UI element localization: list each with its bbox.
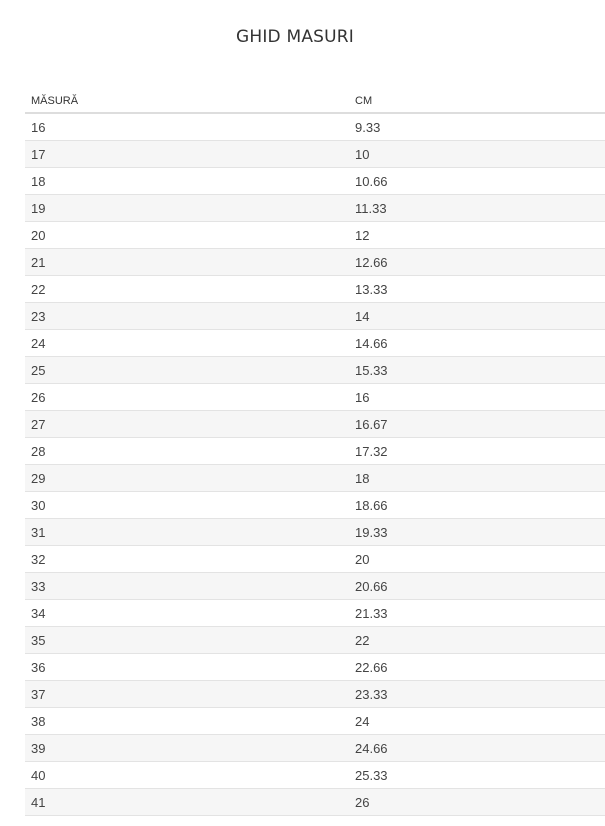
size-cell: 22 (25, 275, 349, 303)
table-row: 16 9.33 (25, 113, 605, 141)
table-row: 24 14.66 (25, 329, 605, 357)
size-cell: 24 (25, 329, 349, 357)
size-cell: 31 (25, 518, 349, 546)
cm-cell: 16.67 (349, 410, 605, 438)
table-row: 37 23.33 (25, 680, 605, 708)
cm-cell: 10.66 (349, 167, 605, 195)
table-row: 40 25.33 (25, 761, 605, 789)
cm-cell: 15.33 (349, 356, 605, 384)
table-row: 23 14 (25, 302, 605, 330)
size-cell: 41 (25, 788, 349, 816)
size-cell: 17 (25, 140, 349, 168)
size-cell: 28 (25, 437, 349, 465)
cm-cell: 26 (349, 788, 605, 816)
table-row: 17 10 (25, 140, 605, 168)
size-cell: 29 (25, 464, 349, 492)
size-cell: 27 (25, 410, 349, 438)
size-cell: 40 (25, 761, 349, 789)
cm-cell: 11.33 (349, 194, 605, 222)
page-title: GHID MASURI (235, 27, 355, 47)
size-cell: 38 (25, 707, 349, 735)
cm-cell: 21.33 (349, 599, 605, 627)
size-cell: 21 (25, 248, 349, 276)
table-row: 21 12.66 (25, 248, 605, 276)
cm-cell: 19.33 (349, 518, 605, 546)
size-cell: 35 (25, 626, 349, 654)
cm-cell: 14 (349, 302, 605, 330)
cm-cell: 20.66 (349, 572, 605, 600)
size-cell: 30 (25, 491, 349, 519)
cm-cell: 22.66 (349, 653, 605, 681)
size-cell: 34 (25, 599, 349, 627)
cm-cell: 16 (349, 383, 605, 411)
table-row: 41 26 (25, 788, 605, 816)
cm-cell: 12 (349, 221, 605, 249)
size-cell: 33 (25, 572, 349, 600)
cm-cell: 22 (349, 626, 605, 654)
size-cell: 36 (25, 653, 349, 681)
cm-cell: 12.66 (349, 248, 605, 276)
column-header-cm: CM (349, 90, 605, 114)
size-cell: 32 (25, 545, 349, 573)
size-cell: 26 (25, 383, 349, 411)
table-row: 35 22 (25, 626, 605, 654)
cm-cell: 25.33 (349, 761, 605, 789)
size-cell: 23 (25, 302, 349, 330)
size-cell: 20 (25, 221, 349, 249)
table-row: 39 24.66 (25, 734, 605, 762)
size-cell: 16 (25, 113, 349, 141)
size-cell: 19 (25, 194, 349, 222)
table-row: 31 19.33 (25, 518, 605, 546)
size-cell: 25 (25, 356, 349, 384)
table-row: 19 11.33 (25, 194, 605, 222)
size-guide-table: MĂSURĂ CM 16 9.33 17 10 18 10.66 19 11.33 20 12 21… (25, 90, 605, 816)
column-header-size: MĂSURĂ (25, 90, 349, 114)
table-row: 30 18.66 (25, 491, 605, 519)
table-row: 38 24 (25, 707, 605, 735)
size-cell: 18 (25, 167, 349, 195)
cm-cell: 18 (349, 464, 605, 492)
table-header-row: MĂSURĂ CM (25, 90, 605, 114)
cm-cell: 10 (349, 140, 605, 168)
table-row: 18 10.66 (25, 167, 605, 195)
cm-cell: 18.66 (349, 491, 605, 519)
cm-cell: 17.32 (349, 437, 605, 465)
table-row: 28 17.32 (25, 437, 605, 465)
cm-cell: 23.33 (349, 680, 605, 708)
cm-cell: 24 (349, 707, 605, 735)
cm-cell: 13.33 (349, 275, 605, 303)
table-row: 29 18 (25, 464, 605, 492)
table-row: 26 16 (25, 383, 605, 411)
cm-cell: 14.66 (349, 329, 605, 357)
table-row: 32 20 (25, 545, 605, 573)
cm-cell: 24.66 (349, 734, 605, 762)
cm-cell: 9.33 (349, 113, 605, 141)
table-row: 36 22.66 (25, 653, 605, 681)
table-row: 20 12 (25, 221, 605, 249)
size-cell: 37 (25, 680, 349, 708)
size-cell: 39 (25, 734, 349, 762)
cm-cell: 20 (349, 545, 605, 573)
table-row: 22 13.33 (25, 275, 605, 303)
table-row: 34 21.33 (25, 599, 605, 627)
table-row: 33 20.66 (25, 572, 605, 600)
table-row: 27 16.67 (25, 410, 605, 438)
table-row: 25 15.33 (25, 356, 605, 384)
